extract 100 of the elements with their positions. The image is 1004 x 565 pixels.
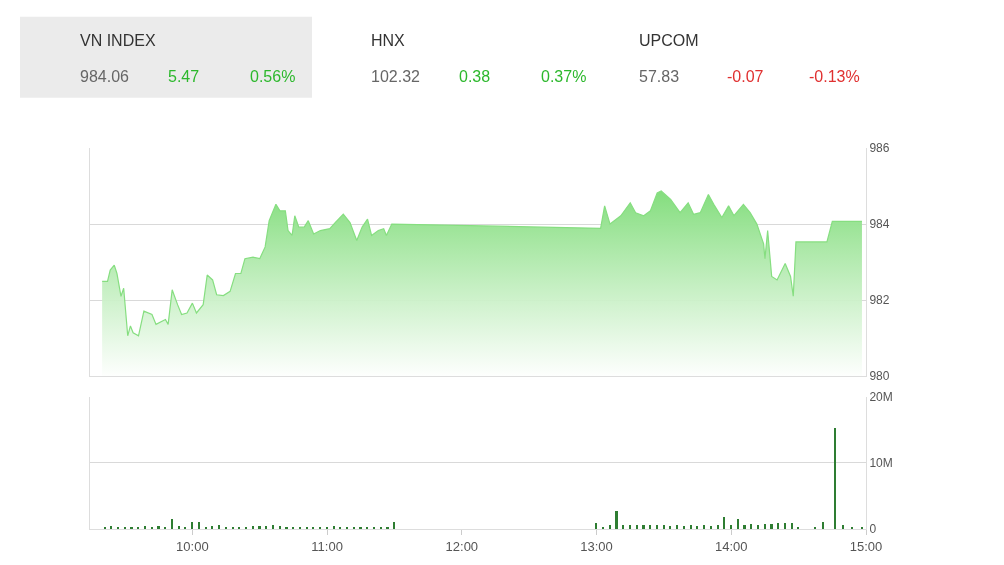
- text: 984.06: [80, 68, 130, 85]
- bar: [124, 526, 126, 529]
- bar: [319, 526, 321, 529]
- bar: [777, 522, 779, 529]
- bar: [238, 526, 240, 529]
- bar: [110, 525, 112, 529]
- bar: [642, 524, 645, 529]
- bar: [373, 526, 375, 530]
- bar: [656, 524, 658, 529]
- text: 102.32: [371, 68, 421, 85]
- bar: [333, 525, 335, 529]
- bar: [669, 525, 671, 529]
- bar: [764, 523, 766, 529]
- text: 0.38: [459, 68, 491, 85]
- bar: [252, 525, 254, 529]
- bar: [690, 524, 692, 529]
- x-tick-label: 13:00: [580, 538, 613, 554]
- y-tick-label: 0: [869, 522, 877, 537]
- bar: [629, 524, 631, 529]
- bar: [784, 522, 786, 529]
- bar: [814, 526, 816, 530]
- x-tick-label: 14:00: [715, 538, 748, 554]
- bar: [730, 524, 732, 529]
- bar: [842, 524, 844, 529]
- bar: [184, 526, 186, 529]
- bar: [851, 526, 853, 530]
- bar: [757, 524, 759, 529]
- bar: [104, 526, 106, 529]
- text: 0.37%: [541, 68, 587, 85]
- bar: [339, 526, 341, 529]
- bar: [636, 524, 638, 529]
- bar: [609, 524, 611, 529]
- bar: [723, 516, 725, 529]
- bar: [279, 525, 281, 529]
- bar: [151, 526, 153, 529]
- bar: [353, 526, 355, 530]
- y-tick-label: 980: [869, 369, 890, 384]
- bar: [710, 525, 712, 529]
- bar: [791, 522, 793, 529]
- bar: [703, 524, 705, 529]
- bar: [258, 525, 261, 529]
- bar: [265, 525, 267, 529]
- bar: [743, 524, 746, 529]
- y-tick-label: 20M: [869, 389, 893, 404]
- bar: [770, 523, 773, 529]
- bar: [797, 526, 799, 530]
- y-tick-label: 982: [869, 293, 890, 308]
- bar: [683, 525, 685, 529]
- x-tick-label: 11:00: [311, 538, 343, 554]
- bar: [366, 526, 368, 530]
- bar: [822, 521, 824, 529]
- bar: [292, 526, 294, 530]
- y-tick-label: 10M: [869, 456, 893, 471]
- bar: [198, 521, 200, 529]
- bar: [171, 518, 173, 529]
- bar: [312, 526, 314, 530]
- bar: [622, 524, 624, 529]
- bar: [245, 526, 247, 529]
- bar: [117, 526, 119, 530]
- text: HNX: [371, 32, 406, 49]
- bar: [750, 523, 752, 529]
- bar: [306, 526, 308, 529]
- bar: [663, 524, 665, 529]
- bar: [205, 526, 207, 529]
- text: -0.13%: [809, 68, 860, 85]
- bar: [178, 525, 180, 529]
- bar: [211, 525, 213, 529]
- x-tick-label: 12:00: [445, 538, 479, 554]
- bar: [615, 510, 618, 529]
- text: UPCOM: [639, 32, 699, 49]
- bar: [649, 524, 651, 529]
- text: VN INDEX: [80, 32, 156, 49]
- text: 0.56%: [250, 68, 296, 85]
- bar: [717, 524, 719, 529]
- bar: [676, 524, 678, 529]
- bar: [164, 526, 166, 529]
- bar: [595, 522, 597, 529]
- bar: [272, 524, 274, 529]
- text: -0.07: [727, 68, 764, 85]
- bar: [285, 526, 288, 529]
- bar: [137, 526, 139, 529]
- x-tick-label: 10:00: [176, 538, 209, 554]
- bar: [232, 526, 234, 530]
- bar: [144, 525, 146, 529]
- bar: [218, 524, 220, 529]
- bar: [191, 521, 193, 529]
- bar: [299, 526, 301, 530]
- y-tick-label: 986: [869, 141, 890, 156]
- bar: [861, 526, 863, 530]
- x-tick-label: 15:00: [849, 538, 883, 554]
- bar: [393, 521, 395, 529]
- bar: [737, 518, 739, 529]
- bar: [346, 526, 348, 530]
- bar: [380, 526, 382, 530]
- bar: [157, 525, 160, 529]
- text: 57.83: [639, 68, 680, 85]
- bar: [696, 525, 698, 529]
- text: 5.47: [168, 68, 200, 85]
- y-tick-label: 984: [869, 217, 890, 232]
- bar: [602, 526, 604, 529]
